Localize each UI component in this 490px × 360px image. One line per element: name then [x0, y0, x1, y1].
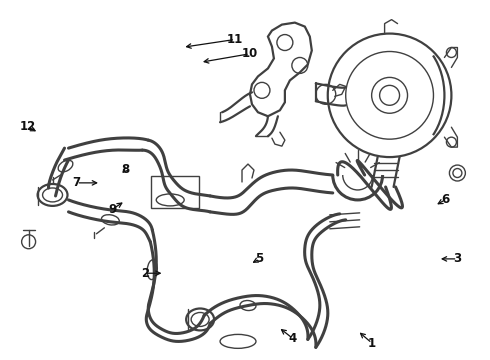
- Text: 2: 2: [141, 267, 149, 280]
- Text: 8: 8: [121, 163, 129, 176]
- Text: 11: 11: [227, 33, 244, 46]
- Text: 4: 4: [289, 332, 297, 345]
- Text: 10: 10: [242, 47, 258, 60]
- Text: 9: 9: [108, 203, 116, 216]
- Text: 5: 5: [255, 252, 264, 265]
- Text: 3: 3: [453, 252, 462, 265]
- Text: 1: 1: [368, 337, 376, 350]
- Text: 6: 6: [441, 193, 449, 206]
- Text: 7: 7: [73, 176, 80, 189]
- Text: 12: 12: [20, 121, 36, 134]
